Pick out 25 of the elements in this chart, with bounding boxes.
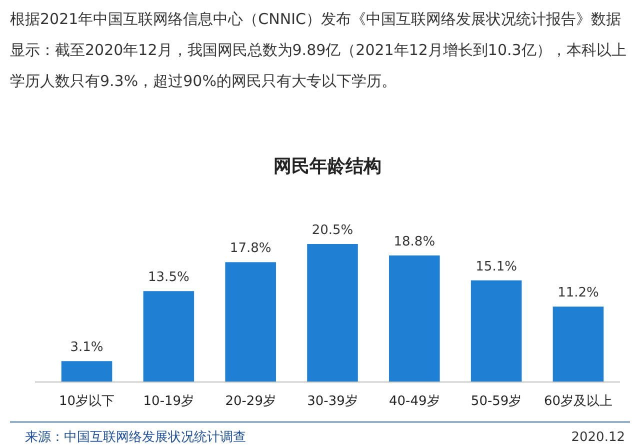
x-tick-label: 40-49岁 xyxy=(389,394,440,409)
data-label: 15.1% xyxy=(476,259,517,274)
data-label: 20.5% xyxy=(312,223,354,238)
x-tick-label: 30-39岁 xyxy=(307,394,358,409)
data-label: 3.1% xyxy=(70,340,104,356)
x-tick-label: 10岁以下 xyxy=(59,394,115,409)
bar xyxy=(552,306,604,382)
text: 2020.12 xyxy=(571,430,625,445)
chart-title: 网民年龄结构 xyxy=(274,156,382,177)
bar xyxy=(307,244,358,382)
bar xyxy=(143,291,194,382)
bar xyxy=(225,262,276,382)
data-label: 13.5% xyxy=(148,270,190,286)
bar xyxy=(61,361,112,382)
bar xyxy=(470,280,522,382)
x-tick-label: 20-29岁 xyxy=(225,394,276,409)
data-label: 18.8% xyxy=(394,234,436,250)
x-tick-label: 10-19岁 xyxy=(143,394,194,409)
bar xyxy=(389,255,440,382)
x-tick-label: 60岁及以上 xyxy=(544,394,612,409)
source-note: 来源：中国互联网络发展状况统计调查 xyxy=(25,430,246,445)
data-label: 11.2% xyxy=(558,286,599,301)
data-label: 17.8% xyxy=(230,241,272,256)
text: 根据2021年中国互联网络信息中心（CNNIC）发布《中国互联网络发展状况统计报告》数据显示：截至2020年12月，我国网民总数为9.89亿（2021年12月增长到10.3亿），本科以上学历人数只有9.3%，超过90%的网民只有大专以下学历。 xyxy=(10,10,626,90)
x-tick-label: 50-59岁 xyxy=(470,394,522,409)
